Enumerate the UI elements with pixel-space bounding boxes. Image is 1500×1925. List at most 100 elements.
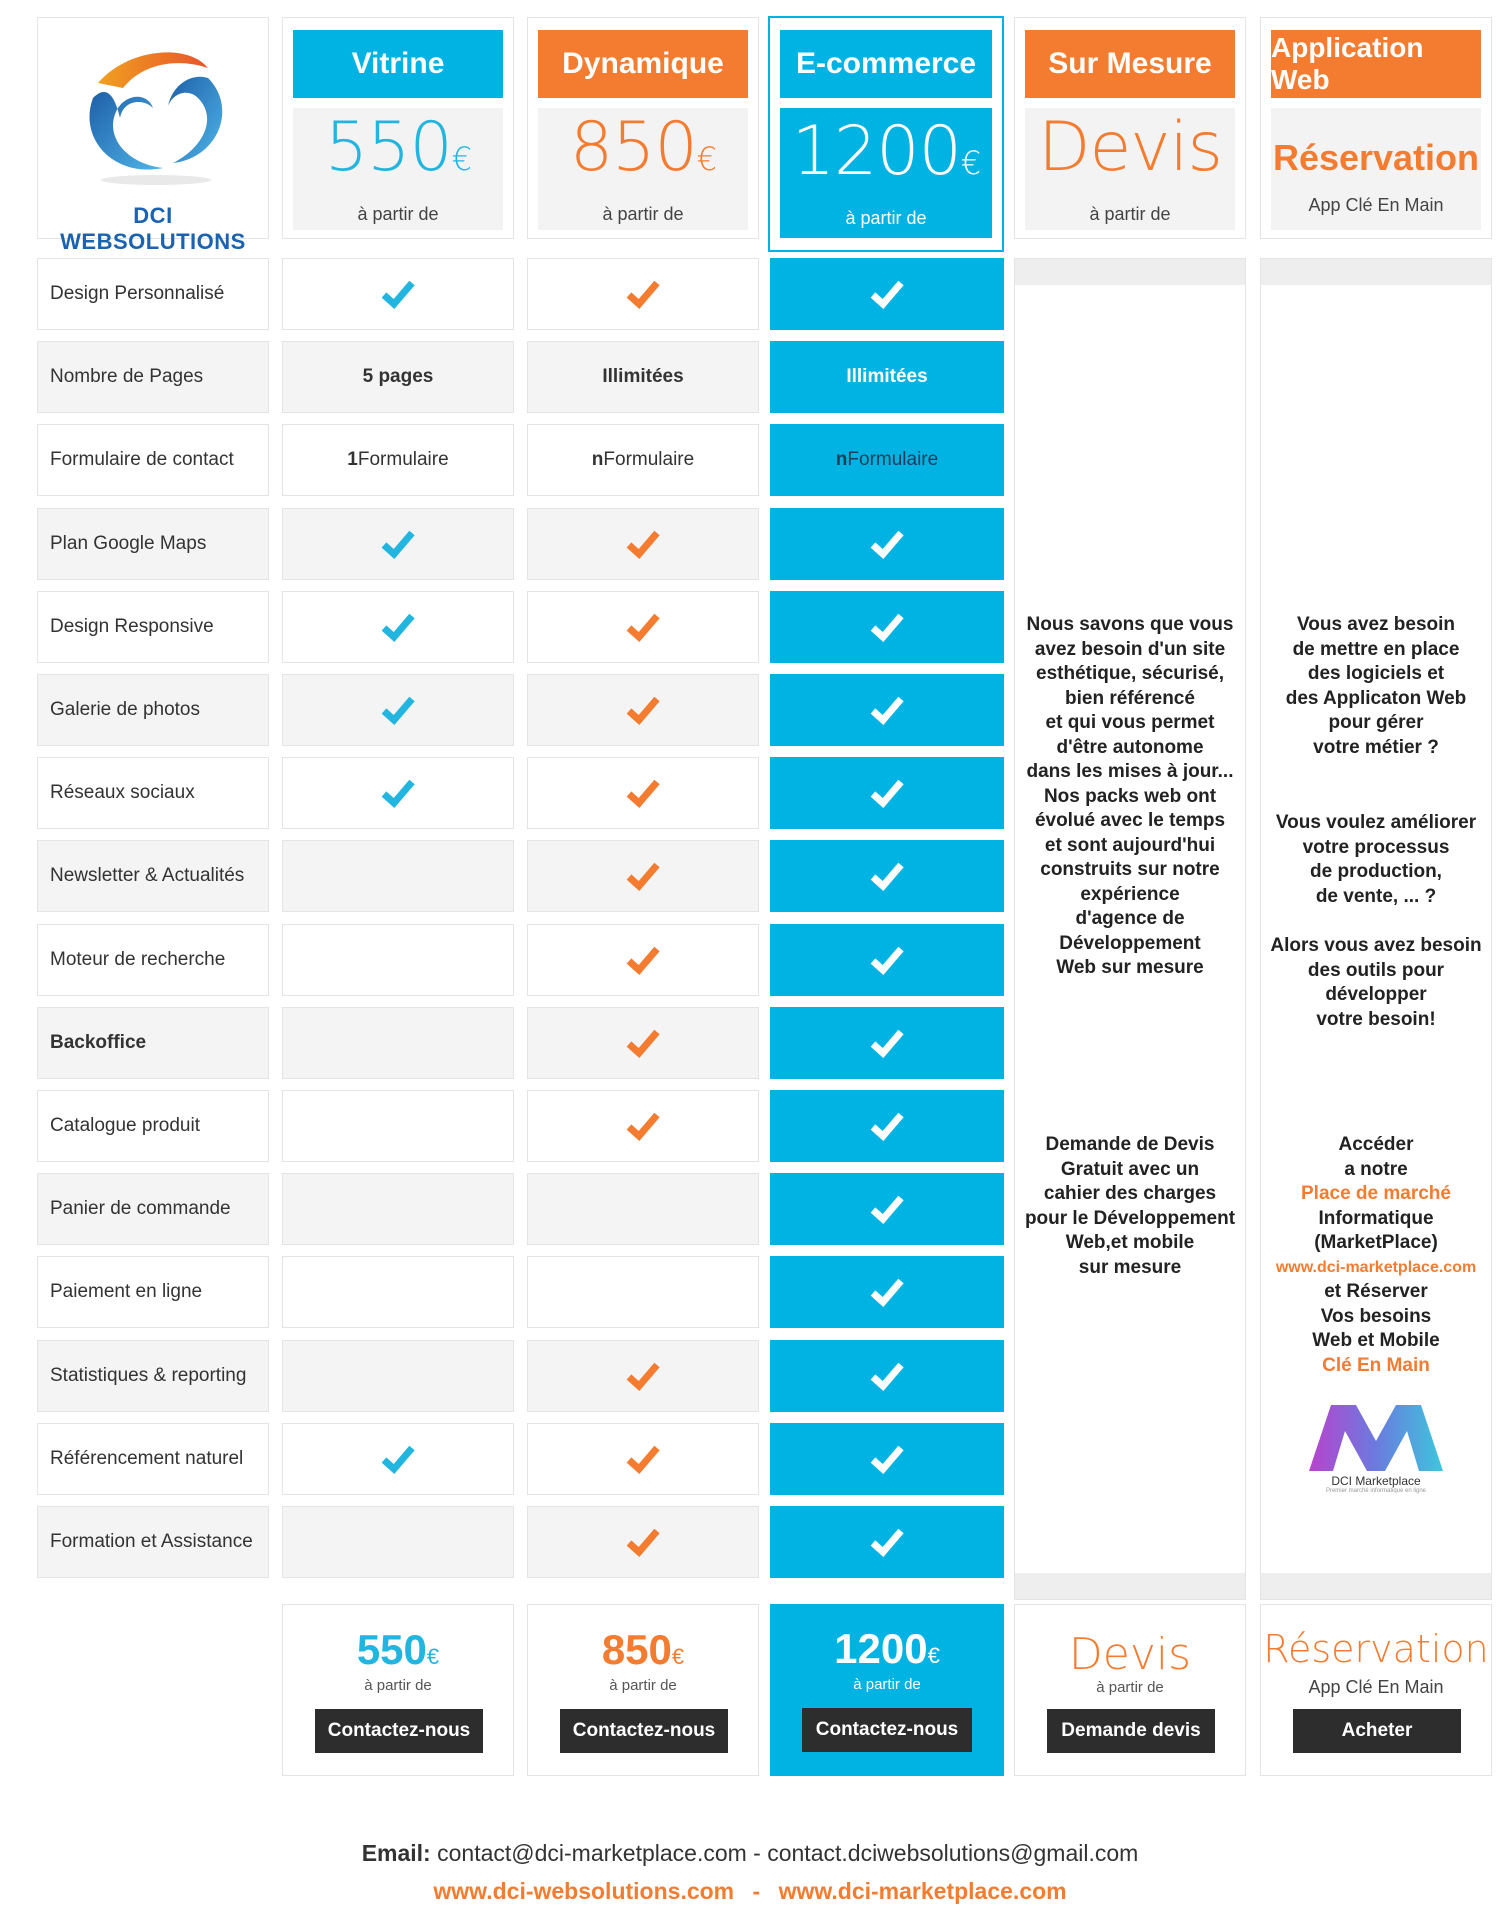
cell-text: Formulaire (357, 449, 449, 471)
plan-header-application-web: Application Web Réservation App Clé En M… (1260, 17, 1492, 239)
feature-label: Catalogue produit (37, 1090, 269, 1162)
contact-button-vitrine[interactable]: Contactez-nous (315, 1709, 483, 1753)
feature-cell-dynamique (527, 1006, 759, 1079)
plan-price-box: 550€ à partir de (293, 108, 503, 230)
footer-card-application-web: Réservation App Clé En Main Acheter (1260, 1604, 1492, 1776)
sur-mesure-intro: Nous savons que vous avez besoin d'un sit… (1015, 613, 1245, 981)
feature-label: Formulaire de contact (37, 424, 269, 497)
feature-label: Nombre de Pages (37, 341, 269, 414)
feature-cell-vitrine (282, 840, 514, 913)
feature-cell-vitrine (282, 1506, 514, 1578)
check-icon (870, 1195, 904, 1225)
plan-note: à partir de (1089, 203, 1171, 224)
plan-header-ecommerce: E-commerce 1200€ à partir de (768, 16, 1004, 252)
feature-cell-ecommerce (770, 507, 1004, 580)
plan-header-dynamique: Dynamique 850€ à partir de (527, 17, 759, 239)
feature-cell-ecommerce (770, 1506, 1004, 1578)
info-line: évolué avec le temps (1034, 810, 1226, 831)
plan-note: à partir de (357, 203, 439, 224)
contact-footer: Email: contact@dci-marketplace.com - con… (0, 1840, 1500, 1867)
info-line: votre besoin! (1316, 1008, 1436, 1030)
acheter-button[interactable]: Acheter (1293, 1709, 1461, 1753)
logo-card: DCI WEBSOLUTIONS (37, 17, 269, 254)
site-link-websolutions[interactable]: www.dci-websolutions.com (433, 1878, 735, 1904)
plan-price-box: Devis à partir de (1025, 108, 1235, 230)
site-link-marketplace[interactable]: www.dci-marketplace.com (778, 1878, 1067, 1904)
feature-cell-ecommerce (770, 674, 1004, 746)
plan-price: Réservation (1272, 136, 1480, 178)
plan-name: Dynamique (538, 30, 748, 98)
check-icon (870, 1112, 904, 1142)
website-links: www.dci-websolutions.com - www.dci-marke… (0, 1878, 1500, 1905)
check-icon (381, 280, 415, 310)
check-icon (870, 1445, 904, 1474)
plan-price-box: Réservation App Clé En Main (1271, 108, 1481, 230)
cell-count: n (591, 449, 604, 471)
info-line: Gratuit avec un (1060, 1158, 1200, 1180)
marketplace-logo: DCI Marketplace Premier marché informati… (1301, 1401, 1451, 1496)
footer-note: à partir de (609, 1677, 677, 1694)
check-icon (870, 1528, 904, 1558)
info-line: dans les mises à jour... (1026, 761, 1234, 782)
info-line: pour gérer (1328, 712, 1424, 733)
plan-name: Application Web (1271, 30, 1481, 98)
check-icon (870, 779, 904, 809)
email-addresses[interactable]: contact@dci-marketplace.com - contact.dc… (430, 1840, 1139, 1866)
check-icon (626, 946, 660, 975)
feature-cell-dynamique (527, 507, 759, 580)
info-line: Alors vous avez besoin (1270, 935, 1482, 956)
feature-label: Design Responsive (37, 590, 269, 663)
feature-label: Backoffice (37, 1006, 269, 1079)
devis-button[interactable]: Demande devis (1047, 1709, 1215, 1753)
check-icon (626, 613, 660, 642)
feature-label: Plan Google Maps (37, 507, 269, 580)
info-line: de production, (1310, 861, 1442, 882)
cell-text: 5 pages (362, 366, 434, 388)
info-line: cahier des charges (1043, 1183, 1217, 1204)
plan-price: 550€ (324, 107, 472, 187)
app-web-marketplace-text: Accéder a notre Place de marché Informat… (1261, 1133, 1491, 1378)
feature-cell-ecommerce (770, 258, 1004, 330)
feature-cell-vitrine (282, 590, 514, 663)
contact-button-dynamique[interactable]: Contactez-nous (560, 1709, 728, 1753)
footer-card-vitrine: 550€ à partir de Contactez-nous (282, 1604, 514, 1776)
plan-price-box: 1200€ à partir de (780, 108, 992, 238)
feature-cell-dynamique (527, 1339, 759, 1412)
footer-price: Devis (1068, 1629, 1192, 1680)
info-line: développer (1325, 984, 1427, 1005)
marketplace-link[interactable]: www.dci-marketplace.com (1275, 1258, 1477, 1276)
info-line: des logiciels et (1307, 663, 1445, 684)
info-line: pour le Développement (1024, 1207, 1236, 1229)
column-top-strip (1261, 259, 1491, 285)
check-icon (381, 530, 415, 559)
plan-price: 850€ (569, 107, 717, 187)
footer-price: 550€ (356, 1626, 440, 1673)
sur-mesure-column: Nous savons que vous avez besoin d'un sit… (1014, 258, 1246, 1600)
feature-cell-ecommerce (770, 1256, 1004, 1329)
feature-label: Paiement en ligne (37, 1256, 269, 1329)
feature-cell-vitrine (282, 1173, 514, 1246)
feature-cell-dynamique: n Formulaire (527, 424, 759, 497)
feature-label: Statistiques & reporting (37, 1339, 269, 1412)
footer-price: 850€ (601, 1626, 685, 1673)
feature-cell-vitrine (282, 674, 514, 746)
feature-cell-vitrine (282, 1006, 514, 1079)
info-line: construits sur notre (1040, 859, 1220, 880)
info-line: Vous avez besoin (1296, 614, 1456, 635)
feature-cell-dynamique (527, 1422, 759, 1495)
feature-label: Panier de commande (37, 1173, 269, 1246)
contact-button-ecommerce[interactable]: Contactez-nous (802, 1708, 972, 1752)
info-line: de vente, ... ? (1315, 885, 1437, 907)
info-line: Développement (1059, 932, 1201, 954)
footer-note: à partir de (853, 1676, 921, 1693)
dci-logo-icon (89, 52, 223, 185)
info-line: Web sur mesure (1056, 957, 1204, 978)
check-icon (870, 696, 904, 726)
feature-cell-vitrine (282, 923, 514, 996)
feature-cell-dynamique (527, 1506, 759, 1578)
feature-label: Référencement naturel (37, 1422, 269, 1495)
footer-note: App Clé En Main (1308, 1677, 1444, 1697)
feature-cell-ecommerce (770, 1422, 1004, 1495)
feature-cell-dynamique (527, 674, 759, 746)
check-icon (626, 696, 660, 726)
